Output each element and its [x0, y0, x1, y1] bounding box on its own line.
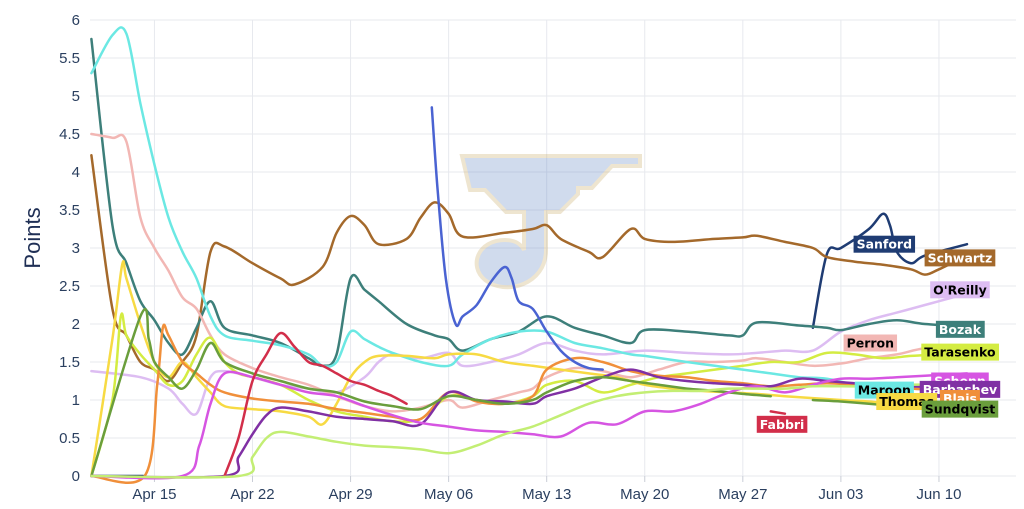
y-tick-label: 2 [72, 316, 80, 333]
y-tick-label: 0 [72, 468, 80, 485]
series-label-o-reilly: O'Reilly [930, 281, 990, 299]
y-tick-label: 5 [72, 88, 80, 105]
y-axis: 0 0.5 1 1.5 2 2.5 3 3.5 4 4.5 5 5.5 6 [59, 12, 80, 485]
series-label-bozak: Bozak [935, 320, 985, 338]
x-tick-label: May 27 [718, 486, 767, 503]
series-label-bg [756, 415, 808, 433]
series-label-perron: Perron [843, 334, 898, 352]
y-tick-label: 3.5 [59, 202, 80, 219]
series-label-tarasenko: Tarasenko [921, 343, 1000, 361]
x-tick-label: Apr 29 [328, 486, 372, 503]
series-label-schwartz: Schwartz [924, 249, 996, 267]
x-tick-label: Apr 22 [230, 486, 274, 503]
series-line-fabbri [223, 331, 408, 478]
series-label-sundqvist: Sundqvist [921, 400, 999, 418]
series-label-text: O'Reilly [933, 282, 987, 297]
series-label-sanford: Sanford [853, 235, 916, 253]
series-label-bg [853, 235, 916, 253]
series-line-tkachuk [430, 106, 604, 371]
series-line-thomas [90, 259, 969, 478]
series-line-fabbri [769, 410, 787, 415]
blues-logo-watermark [459, 154, 642, 290]
series-label-text: Tarasenko [924, 345, 996, 360]
y-tick-label: 1 [72, 392, 80, 409]
y-tick-label: 4.5 [59, 126, 80, 143]
series-line-sundqvist [90, 307, 773, 478]
series-label-bg [935, 320, 985, 338]
y-axis-title: Points [20, 207, 45, 268]
series-line-steen [90, 383, 969, 479]
series-line-schwartz [90, 154, 969, 383]
series-line-schenn [90, 370, 969, 480]
series-line-tarasenko [90, 312, 969, 478]
series-labels: Sanford Schwartz O'Reilly Bozak Perron Tarase… [756, 235, 1001, 433]
x-tick-label: May 13 [522, 486, 571, 503]
series-label-text: Sundqvist [925, 402, 996, 417]
series-label-text: Thomas [879, 394, 934, 409]
series-label-text: Perron [847, 336, 894, 351]
x-tick-label: Apr 15 [132, 486, 176, 503]
y-tick-label: 5.5 [59, 50, 80, 67]
series-line-o-reilly [90, 292, 969, 416]
series-label-text: Bozak [939, 322, 982, 337]
x-axis: Apr 15 Apr 22 Apr 29 May 06 May 13 May 20 May … [132, 476, 961, 503]
series-label-text: Sanford [857, 237, 912, 252]
x-tick-label: Jun 10 [916, 486, 961, 503]
series-label-text: Schwartz [928, 250, 993, 265]
series-label-bg [924, 249, 996, 267]
series-line-bozak [90, 37, 969, 368]
series-label-bg [921, 343, 1000, 361]
series-label-bg [919, 380, 1001, 398]
blue-note-icon [459, 154, 642, 290]
y-tick-label: 3 [72, 240, 80, 257]
series-label-text: Fabbri [760, 417, 805, 432]
y-tick-label: 2.5 [59, 278, 80, 295]
y-tick-label: 0.5 [59, 430, 80, 447]
x-tick-label: May 20 [620, 486, 669, 503]
series-label-bg [930, 281, 990, 299]
x-tick-label: Jun 03 [818, 486, 863, 503]
y-tick-label: 1.5 [59, 354, 80, 371]
series-line-maroon [90, 26, 969, 393]
y-tick-label: 4 [72, 164, 80, 181]
series-label-bg [843, 334, 898, 352]
y-tick-label: 6 [72, 12, 80, 29]
series-label-fabbri: Fabbri [756, 415, 808, 433]
series-line-sanford [811, 212, 969, 330]
series-lines [90, 26, 969, 485]
x-tick-label: May 06 [424, 486, 473, 503]
series-label-bg [921, 400, 999, 418]
series-line-barbashev [90, 368, 969, 479]
